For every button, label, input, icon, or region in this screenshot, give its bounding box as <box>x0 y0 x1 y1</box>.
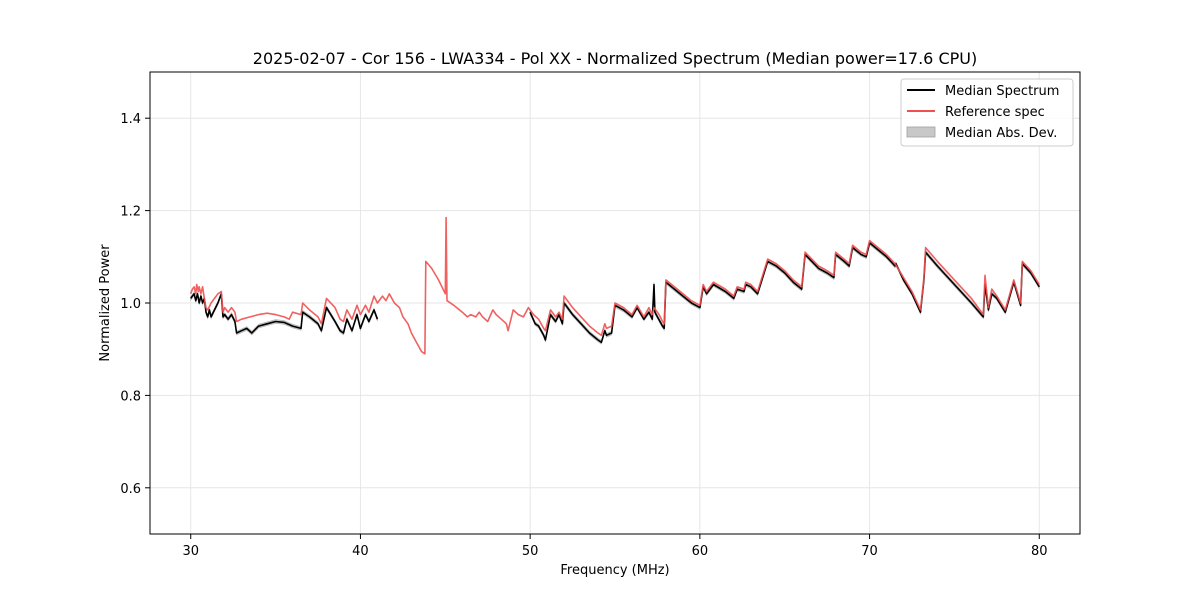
x-tick-label: 60 <box>692 544 709 559</box>
x-tick-label: 70 <box>861 544 878 559</box>
legend-label-reference: Reference spec <box>945 105 1045 120</box>
y-tick-label: 1.4 <box>120 112 141 127</box>
x-tick-label: 40 <box>352 544 369 559</box>
legend-label-median: Median Spectrum <box>945 84 1059 99</box>
x-tick-label: 50 <box>522 544 539 559</box>
legend-box <box>900 78 1074 147</box>
y-axis-title: Normalized Power <box>98 244 113 362</box>
x-tick-label: 30 <box>182 544 199 559</box>
x-axis-title: Frequency (MHz) <box>560 563 669 578</box>
y-tick-label: 1.2 <box>120 205 141 220</box>
legend: Median Spectrum Reference spec Median Ab… <box>900 78 1074 147</box>
y-tick-label: 1.0 <box>120 297 141 312</box>
reference-spec-line <box>189 216 1040 355</box>
x-axis: 30 40 50 60 70 80 <box>182 534 1048 559</box>
y-axis: 0.6 0.8 1.0 1.2 1.4 <box>120 112 150 497</box>
chart-title: 2025-02-07 - Cor 156 - LWA334 - Pol XX -… <box>253 49 977 68</box>
legend-mad-patch <box>906 126 936 138</box>
y-tick-label: 0.8 <box>120 389 141 404</box>
series-group <box>189 216 1040 355</box>
x-tick-label: 80 <box>1031 544 1048 559</box>
legend-label-mad: Median Abs. Dev. <box>945 126 1057 141</box>
y-tick-label: 0.6 <box>120 482 141 497</box>
